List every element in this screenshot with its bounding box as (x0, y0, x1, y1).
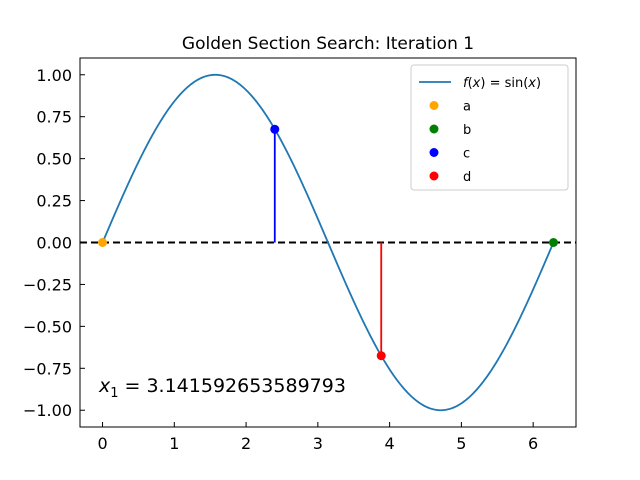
point-d (376, 351, 386, 361)
x-tick-label-2: 2 (241, 434, 251, 453)
point-a (98, 238, 108, 247)
legend-marker-d (429, 171, 439, 181)
legend-label-series: f(x) = sin(x) (463, 76, 541, 91)
y-tick-label-1: −0.75 (23, 359, 72, 378)
x-tick-label-4: 4 (385, 434, 395, 453)
point-c (270, 124, 280, 134)
legend-label-c: c (463, 147, 470, 162)
legend-label-b: b (463, 123, 471, 138)
legend-box (410, 64, 569, 191)
chart-title: Golden Section Search: Iteration 1 (182, 34, 474, 54)
plot-area (80, 73, 576, 412)
x-tick-label-3: 3 (313, 434, 323, 453)
series-line-0 (101, 73, 555, 412)
x-tick-label-0: 0 (97, 434, 107, 453)
y-tick-label-3: −0.25 (23, 275, 72, 294)
y-tick-label-8: 1.00 (36, 66, 72, 85)
y-tick-label-2: −0.50 (23, 317, 72, 336)
point-b (548, 238, 558, 247)
y-tick-label-7: 0.75 (36, 108, 72, 127)
y-tick-label-0: −1.00 (23, 401, 72, 420)
x-tick-label-1: 1 (169, 434, 179, 453)
legend-marker-a (429, 101, 439, 110)
legend-label-a: a (463, 100, 471, 115)
legend-label-d: d (463, 170, 471, 185)
annotation: x1 = 3.141592653589793 (98, 375, 346, 401)
legend-marker-c (429, 148, 439, 157)
y-tick-label-4: 0.00 (36, 234, 72, 253)
y-tick-label-6: 0.50 (36, 150, 72, 169)
y-tick-label-5: 0.25 (36, 192, 72, 211)
axes: 0 1 2 3 4 5 6 −1.00 −0.75 −0.50 −0.25 0.00 0.25 0.50 0… (23, 57, 577, 453)
x-tick-label-5: 5 (456, 434, 466, 453)
legend-marker-b (429, 124, 439, 134)
annotation-text: x1 = 3.141592653589793 (98, 375, 346, 401)
x-tick-label-6: 6 (528, 434, 538, 453)
